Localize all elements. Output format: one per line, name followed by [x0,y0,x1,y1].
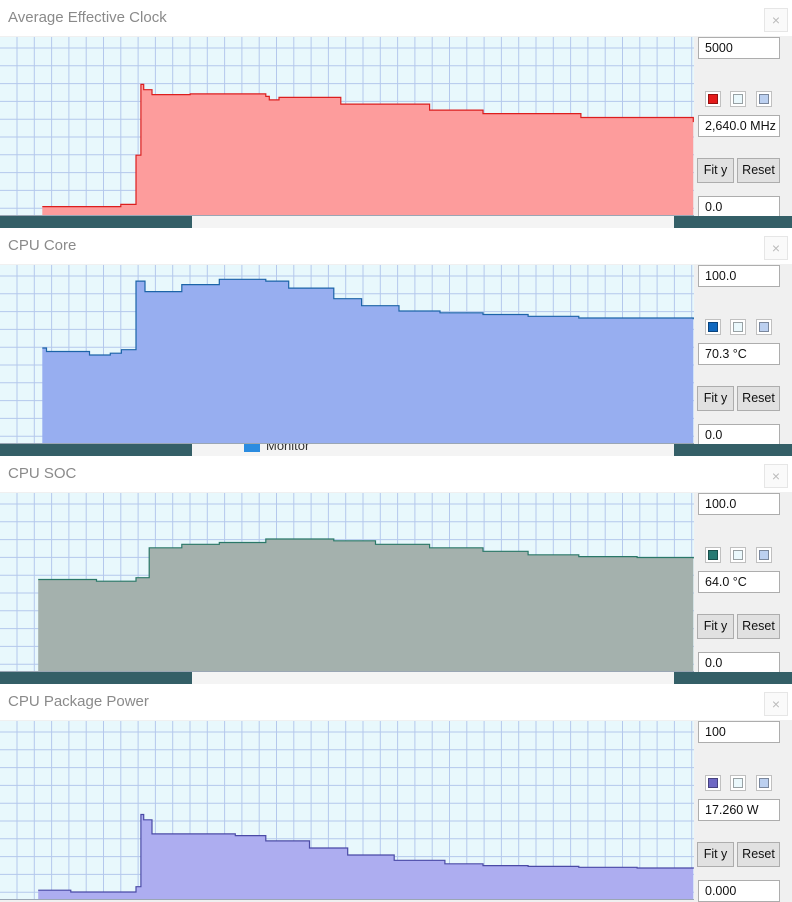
desktop-background-strip [0,672,792,684]
graph-color-swatch[interactable] [705,319,721,335]
graph-window-cpu-soc: CPU SOC × 100.0 64.0 °C Fit y Reset 0.0 [0,456,792,674]
sensor-graph[interactable] [0,37,694,216]
reset-button[interactable]: Reset [737,158,780,183]
title-bar[interactable]: Average Effective Clock × [0,0,792,36]
title-bar[interactable]: CPU Core × [0,228,792,264]
window-title: CPU Package Power [8,693,149,710]
close-button[interactable]: × [764,236,788,260]
max-value-field[interactable]: 5000 [698,37,780,59]
max-value-field[interactable]: 100.0 [698,265,780,287]
monitor-icon [244,444,260,452]
title-bar[interactable]: CPU Package Power × [0,684,792,720]
fit-y-button[interactable]: Fit y [697,386,734,411]
min-value-field[interactable]: 0.0 [698,424,780,446]
sensor-graph[interactable] [0,493,694,672]
window-title: CPU SOC [8,465,77,482]
reset-button[interactable]: Reset [737,386,780,411]
graph-window-average-effective-clock: Average Effective Clock × 5000 2,640.0 M… [0,0,792,218]
window-title: Average Effective Clock [8,9,167,26]
background-window-text: Monitor [266,444,310,453]
max-value-field[interactable]: 100 [698,721,780,743]
fit-y-button[interactable]: Fit y [697,158,734,183]
graph-color-swatch[interactable] [705,91,721,107]
series-line [42,83,694,208]
series-area [38,539,694,671]
reset-button[interactable]: Reset [737,842,780,867]
series-area [42,279,694,443]
grid-color-swatch[interactable] [756,91,772,107]
grid-color-swatch[interactable] [756,775,772,791]
grid-color-swatch[interactable] [756,319,772,335]
series-line [38,813,694,893]
sensor-graph[interactable] [0,721,694,900]
sensor-graph[interactable] [0,265,694,444]
background-color-swatch[interactable] [730,319,746,335]
title-bar[interactable]: CPU SOC × [0,456,792,492]
current-value-field: 70.3 °C [698,343,780,365]
background-color-swatch[interactable] [730,775,746,791]
graph-window-cpu-core: CPU Core × 100.0 70.3 °C Fit y Reset 0.0 [0,228,792,446]
series-area [42,84,694,216]
desktop-background-strip [0,216,792,228]
min-value-field[interactable]: 0.000 [698,880,780,902]
window-title: CPU Core [8,237,77,254]
close-button[interactable]: × [764,692,788,716]
fit-y-button[interactable]: Fit y [697,614,734,639]
graph-color-swatch[interactable] [705,547,721,563]
reset-button[interactable]: Reset [737,614,780,639]
background-color-swatch[interactable] [730,91,746,107]
graph-window-cpu-package-power: CPU Package Power × 100 17.260 W Fit y R… [0,684,792,902]
current-value-field: 2,640.0 MHz [698,115,780,137]
series-area [38,814,694,899]
desktop-background-strip: Monitor [0,444,792,456]
current-value-field: 17.260 W [698,799,780,821]
fit-y-button[interactable]: Fit y [697,842,734,867]
close-button[interactable]: × [764,464,788,488]
min-value-field[interactable]: 0.0 [698,652,780,674]
max-value-field[interactable]: 100.0 [698,493,780,515]
close-button[interactable]: × [764,8,788,32]
grid-color-swatch[interactable] [756,547,772,563]
min-value-field[interactable]: 0.0 [698,196,780,218]
current-value-field: 64.0 °C [698,571,780,593]
graph-color-swatch[interactable] [705,775,721,791]
series-line [38,538,694,582]
series-line [42,278,694,356]
background-color-swatch[interactable] [730,547,746,563]
